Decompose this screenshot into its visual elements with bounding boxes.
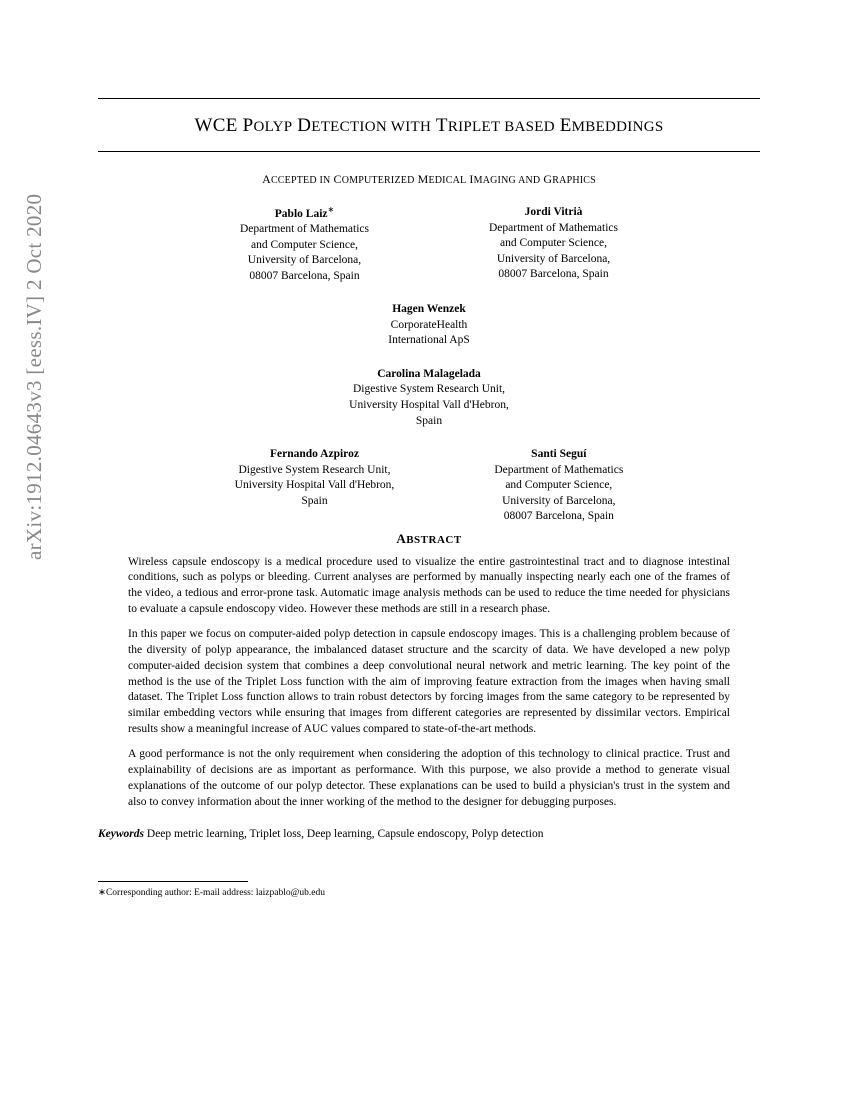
authors-row-3: Carolina Malagelada Digestive System Res… <box>98 367 760 429</box>
footnote: ∗Corresponding author: E-mail address: l… <box>98 887 760 898</box>
author-block: Santi Seguí Department of Mathematics an… <box>494 447 623 525</box>
author-affil: University of Barcelona, <box>489 252 618 268</box>
author-block: Hagen Wenzek CorporateHealth Internation… <box>388 302 469 349</box>
author-block: Fernando Azpiroz Digestive System Resear… <box>235 447 395 525</box>
authors-row-1: Pablo Laiz∗ Department of Mathematics an… <box>98 205 760 284</box>
author-affil: Spain <box>349 414 509 430</box>
keywords-text: Deep metric learning, Triplet loss, Deep… <box>144 828 543 840</box>
author-affil: University Hospital Vall d'Hebron, <box>349 398 509 414</box>
author-affil: and Computer Science, <box>494 478 623 494</box>
author-affil: University Hospital Vall d'Hebron, <box>235 478 395 494</box>
top-rule <box>98 98 760 99</box>
authors-row-2: Hagen Wenzek CorporateHealth Internation… <box>98 302 760 349</box>
abstract-heading: ABSTRACT <box>98 531 760 547</box>
author-affil: Digestive System Research Unit, <box>349 382 509 398</box>
author-name: Pablo Laiz <box>275 208 328 220</box>
authors-row-4: Fernando Azpiroz Digestive System Resear… <box>98 447 760 525</box>
author-name: Jordi Vitrià <box>489 205 618 221</box>
author-affil: 08007 Barcelona, Spain <box>240 269 369 285</box>
author-affil: and Computer Science, <box>489 236 618 252</box>
author-affil: CorporateHealth <box>388 318 469 334</box>
keywords-label: Keywords <box>98 828 144 840</box>
author-star: ∗ <box>328 205 335 214</box>
bottom-rule <box>98 151 760 152</box>
abstract-p1: Wireless capsule endoscopy is a medical … <box>128 555 730 618</box>
arxiv-stamp: arXiv:1912.04643v3 [eess.IV] 2 Oct 2020 <box>22 194 47 560</box>
author-affil: Department of Mathematics <box>240 222 369 238</box>
paper-title: WCE POLYP DETECTION WITH TRIPLET BASED E… <box>98 115 760 137</box>
author-block: Jordi Vitrià Department of Mathematics a… <box>489 205 618 284</box>
author-block: Pablo Laiz∗ Department of Mathematics an… <box>240 205 369 284</box>
abstract-p3: A good performance is not the only requi… <box>128 747 730 810</box>
keywords-line: Keywords Deep metric learning, Triplet l… <box>98 826 760 842</box>
author-block: Carolina Malagelada Digestive System Res… <box>349 367 509 429</box>
author-name: Fernando Azpiroz <box>235 447 395 463</box>
abstract-p2: In this paper we focus on computer-aided… <box>128 627 730 738</box>
author-affil: 08007 Barcelona, Spain <box>489 267 618 283</box>
author-affil: International ApS <box>388 333 469 349</box>
author-affil: University of Barcelona, <box>240 253 369 269</box>
page-content: WCE POLYP DETECTION WITH TRIPLET BASED E… <box>0 0 850 958</box>
author-affil: and Computer Science, <box>240 238 369 254</box>
author-affil: Department of Mathematics <box>489 221 618 237</box>
footnote-rule <box>98 881 248 882</box>
accepted-line: ACCEPTED IN COMPUTERIZED MEDICAL IMAGING… <box>98 172 760 187</box>
author-affil: Digestive System Research Unit, <box>235 463 395 479</box>
author-name: Carolina Malagelada <box>349 367 509 383</box>
author-affil: 08007 Barcelona, Spain <box>494 509 623 525</box>
author-affil: University of Barcelona, <box>494 494 623 510</box>
author-name: Santi Seguí <box>494 447 623 463</box>
author-affil: Department of Mathematics <box>494 463 623 479</box>
author-affil: Spain <box>235 494 395 510</box>
author-name: Hagen Wenzek <box>388 302 469 318</box>
